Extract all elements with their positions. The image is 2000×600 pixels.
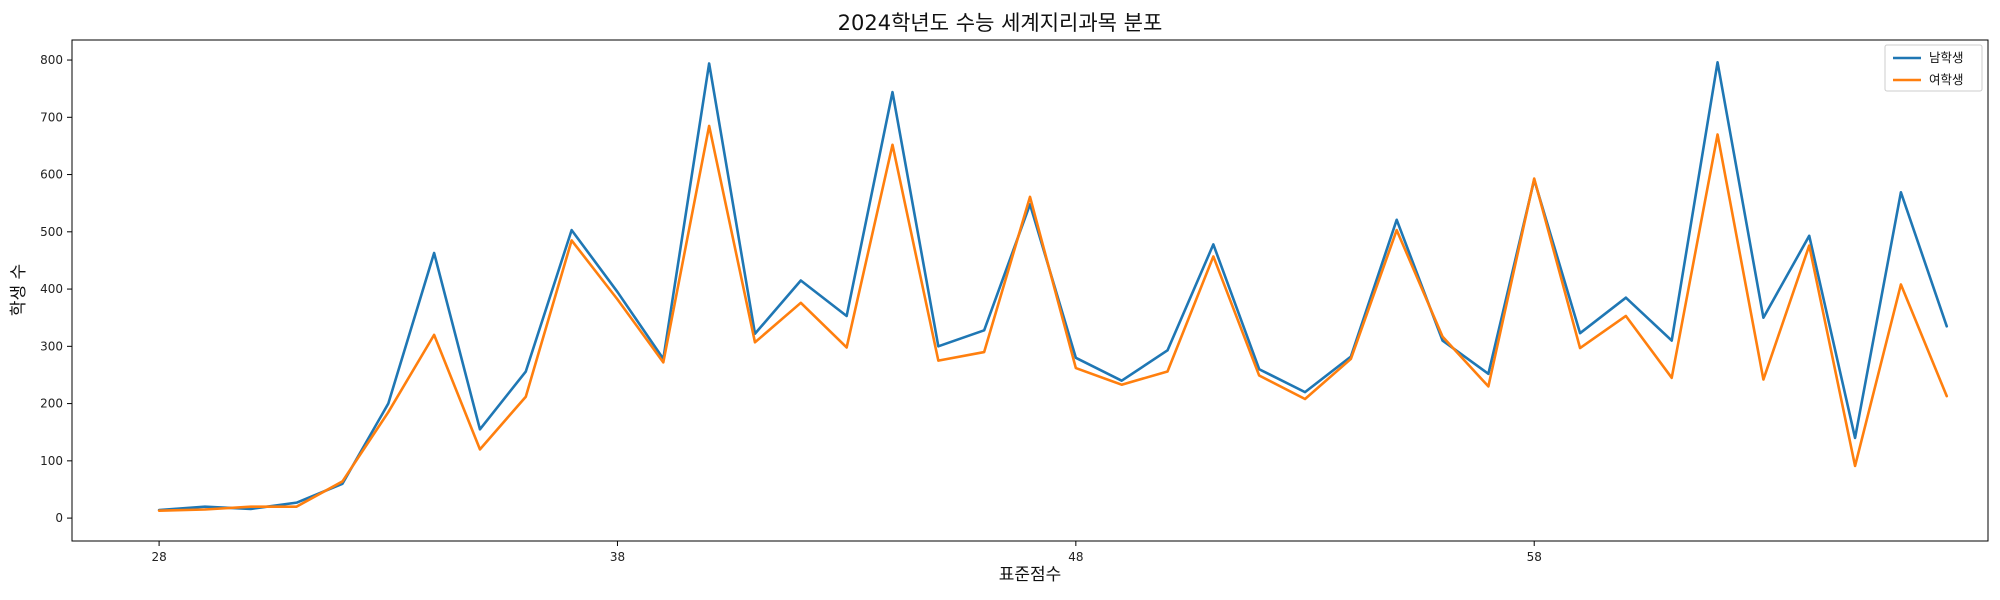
x-axis-label: 표준점수 xyxy=(999,565,1062,585)
x-tick-label: 48 xyxy=(1068,550,1083,564)
y-tick-label: 0 xyxy=(55,511,63,525)
y-tick-label: 800 xyxy=(40,53,63,67)
y-tick-label: 500 xyxy=(40,225,63,239)
chart-title: 2024학년도 수능 세계지리과목 분포 xyxy=(838,11,1163,35)
plot-area xyxy=(71,39,1989,542)
y-tick-label: 700 xyxy=(40,110,63,124)
series-line-1 xyxy=(157,124,1949,512)
legend-label-female: 여학생 xyxy=(1929,72,1964,87)
x-tick-label: 38 xyxy=(610,550,625,564)
series-layer xyxy=(157,61,1949,512)
y-tick-label: 600 xyxy=(40,168,63,182)
y-axis: 0 100 200 300 400 500 600 700 800 xyxy=(40,53,72,525)
y-tick-label: 300 xyxy=(40,339,63,353)
y-tick-label: 400 xyxy=(40,282,63,296)
y-axis-label: 학생 수 xyxy=(9,264,29,316)
x-axis: 28 38 48 58 xyxy=(151,541,1542,564)
x-tick-label: 28 xyxy=(151,550,166,564)
legend: 남학생 여학생 xyxy=(1884,44,1983,92)
x-tick-label: 58 xyxy=(1527,550,1542,564)
y-tick-label: 200 xyxy=(40,397,63,411)
y-tick-label: 100 xyxy=(40,454,63,468)
legend-label-male: 남학생 xyxy=(1929,50,1964,65)
